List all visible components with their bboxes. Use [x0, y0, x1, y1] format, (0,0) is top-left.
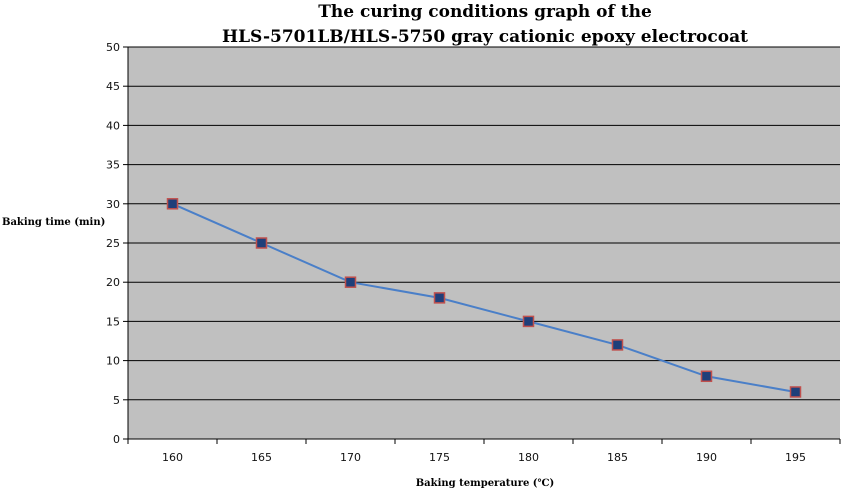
y-tick-label-7: 35	[106, 159, 120, 172]
data-point-7	[789, 386, 802, 398]
data-point-5	[611, 339, 624, 351]
x-tick-label-7: 195	[785, 451, 806, 464]
x-tick-label-3: 175	[429, 451, 450, 464]
x-tick-label-0: 160	[162, 451, 183, 464]
x-tick-label-1: 165	[251, 451, 272, 464]
x-tick-label-4: 180	[518, 451, 539, 464]
y-tick-label-9: 45	[106, 80, 120, 93]
data-point-3	[433, 292, 446, 304]
y-tick-label-4: 20	[106, 276, 120, 289]
y-axis-title: Baking time (min)	[2, 217, 105, 228]
x-axis-title: Baking temperature (℃)	[416, 478, 555, 489]
gridlines	[128, 46, 840, 401]
x-tick-label-5: 185	[607, 451, 628, 464]
data-point-6	[700, 370, 713, 383]
y-tick-label-5: 25	[106, 237, 120, 250]
series-markers	[166, 198, 802, 398]
data-point-4	[522, 315, 535, 328]
y-tick-label-8: 40	[106, 119, 120, 132]
y-tick-label-0: 0	[113, 433, 120, 446]
chart-title-line-1: The curing conditions graph of the	[318, 2, 652, 22]
y-tick-label-10: 50	[106, 41, 120, 54]
data-point-2	[344, 276, 357, 288]
x-tick-labels: 160 165 170 175 180 185 190 195	[162, 451, 806, 464]
y-tick-label-1: 5	[113, 394, 120, 407]
y-tick-label-3: 15	[106, 315, 120, 328]
data-point-1	[255, 237, 268, 249]
chart-title-line-2: HLS-5701LB/HLS-5750 gray cationic epoxy …	[222, 27, 748, 47]
series-line	[172, 202, 796, 393]
x-tick-label-6: 190	[696, 451, 717, 464]
axes	[123, 46, 841, 444]
x-tick-label-2: 170	[340, 451, 361, 464]
y-tick-label-2: 10	[106, 355, 120, 368]
data-point-0	[166, 198, 179, 210]
y-tick-label-6: 30	[106, 198, 120, 211]
y-tick-labels: 0 5 10 15 20 25 30 35 40 45 50	[106, 41, 120, 446]
